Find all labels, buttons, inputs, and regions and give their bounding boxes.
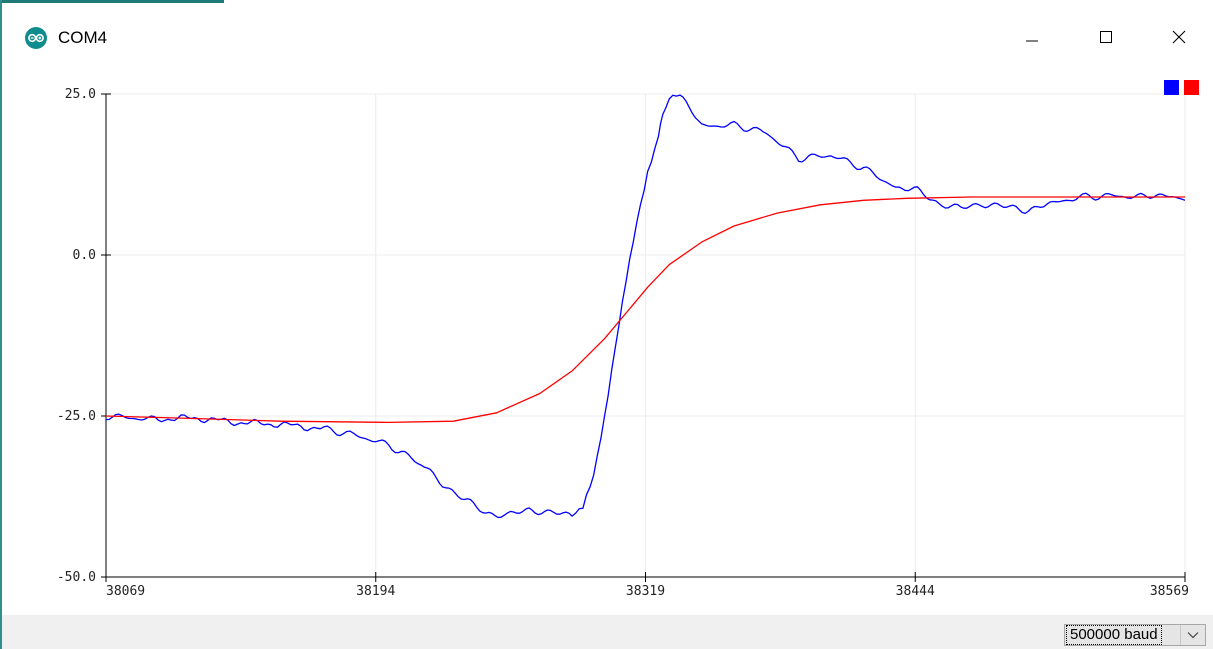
x-tick-label: 38319 [626, 584, 665, 599]
maximize-icon [1100, 31, 1112, 43]
x-tick-label: 38569 [1150, 584, 1189, 599]
y-tick-label: -25.0 [57, 409, 96, 424]
minimize-icon [1026, 40, 1038, 42]
window-title: COM4 [58, 28, 108, 47]
chevron-down-icon [1187, 632, 1199, 639]
y-tick-label: 0.0 [73, 248, 96, 263]
legend-swatch-0 [1164, 80, 1179, 95]
y-tick-label: -50.0 [57, 570, 96, 585]
baud-rate-select[interactable]: 500000 baud [1064, 624, 1206, 646]
x-tick-label: 38069 [106, 584, 145, 599]
baud-rate-value: 500000 baud [1066, 625, 1162, 645]
arduino-logo-icon [25, 27, 47, 49]
minimize-button[interactable] [1008, 20, 1056, 54]
y-tick-label: 25.0 [65, 87, 96, 102]
x-tick-label: 38444 [896, 584, 935, 599]
window-accent [2, 0, 224, 3]
close-icon [1172, 30, 1186, 44]
title-bar[interactable]: COM4 [2, 14, 1213, 60]
status-bar: 500000 baud [2, 615, 1213, 649]
maximize-button[interactable] [1082, 20, 1130, 54]
close-button[interactable] [1155, 20, 1203, 54]
series-line-0 [105, 94, 1186, 519]
legend-swatch-1 [1184, 80, 1199, 95]
serial-plot: 25.0 0.0 -25.0 -50.0 38069 38194 38319 38444 385… [57, 80, 1199, 599]
series-line-1 [105, 196, 1185, 424]
x-tick-label: 38194 [356, 584, 395, 599]
dropdown-arrow[interactable] [1180, 625, 1205, 645]
